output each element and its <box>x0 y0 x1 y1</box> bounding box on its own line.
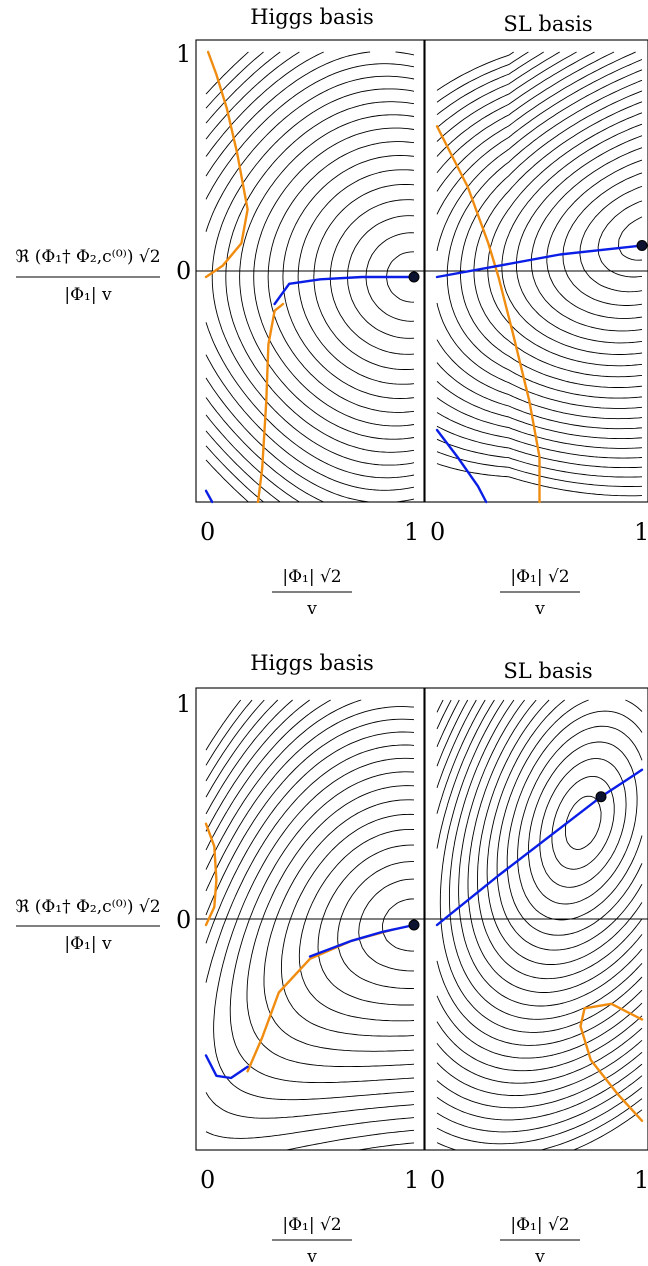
panel-title-higgs-bottom: Higgs basis <box>250 651 374 675</box>
blue-curve-0 <box>204 1054 249 1080</box>
contour-lines-sl-top <box>436 51 643 497</box>
x-axis-label-den-higgs-top: v <box>306 599 317 619</box>
x-tick-1-higgs-bottom: 1 <box>404 1166 419 1194</box>
contour-line <box>205 51 415 502</box>
x-tick-0-higgs-top: 0 <box>200 518 215 546</box>
contour-lines-higgs-top <box>205 51 415 502</box>
y-axis-label-top: ℜ (Φ₁† Φ₂,c⁽⁰⁾) √2 |Φ₁| v <box>15 247 160 305</box>
figure-bottom: Higgs basis SL basis 1 0 0 1 0 1 ℜ (Φ₁† … <box>15 651 648 1266</box>
curves-higgs-bottom <box>204 822 420 1080</box>
x-tick-1-sl-top: 1 <box>634 518 648 546</box>
curves-higgs-top <box>204 50 420 504</box>
minimum-point <box>408 271 420 283</box>
y-axis-label-num-top: ℜ (Φ₁† Φ₂,c⁽⁰⁾) √2 <box>15 247 160 267</box>
contour-line <box>436 699 643 1150</box>
curves-sl-bottom <box>435 768 644 1122</box>
x-tick-0-higgs-bottom: 0 <box>200 1166 215 1194</box>
x-axis-label-sl-bottom: |Φ₁| √2 v <box>500 1215 580 1266</box>
y-axis-label-den-bottom: |Φ₁| v <box>64 934 112 954</box>
x-axis-label-den-higgs-bottom: v <box>306 1247 317 1266</box>
orange-curve-0 <box>579 1002 644 1122</box>
blue-curve-1 <box>308 923 416 958</box>
x-axis-label-num-sl-top: |Φ₁| √2 <box>510 567 569 587</box>
contour-line <box>436 51 643 497</box>
y-tick-0-top: 0 <box>176 257 191 285</box>
x-axis-label-den-sl-top: v <box>534 599 545 619</box>
minimum-point <box>408 919 420 931</box>
figure-top: Higgs basis SL basis 1 0 0 1 0 1 ℜ (Φ₁† … <box>15 5 648 619</box>
panel-title-sl-top: SL basis <box>503 12 592 36</box>
x-tick-1-sl-bottom: 1 <box>634 1166 648 1194</box>
y-axis-label-num-bottom: ℜ (Φ₁† Φ₂,c⁽⁰⁾) √2 <box>15 897 160 917</box>
blue-curve-0 <box>435 244 644 279</box>
x-axis-label-num-higgs-bottom: |Φ₁| √2 <box>282 1215 341 1235</box>
minimum-point <box>595 791 607 803</box>
y-axis-label-bottom: ℜ (Φ₁† Φ₂,c⁽⁰⁾) √2 |Φ₁| v <box>15 897 160 954</box>
x-axis-label-higgs-top: |Φ₁| √2 v <box>272 567 352 619</box>
minimum-point <box>636 240 648 251</box>
contour-line <box>205 699 415 1150</box>
x-axis-label-sl-top: |Φ₁| √2 v <box>500 567 580 619</box>
panel-title-higgs-top: Higgs basis <box>250 5 374 29</box>
y-tick-1-bottom: 1 <box>176 690 191 718</box>
curves-sl-top <box>435 125 648 504</box>
x-axis-label-num-higgs-top: |Φ₁| √2 <box>282 567 341 587</box>
blue-curve-0 <box>273 275 416 306</box>
blue-curve-0 <box>435 768 644 927</box>
orange-curve-0 <box>204 50 249 279</box>
y-tick-1-top: 1 <box>176 40 191 68</box>
contour-lines-higgs-bottom <box>205 699 415 1150</box>
orange-curve-1 <box>256 302 285 504</box>
orange-curve-0 <box>204 822 218 927</box>
y-axis-label-den-top: |Φ₁| v <box>64 285 112 305</box>
panel-title-sl-bottom: SL basis <box>503 659 592 683</box>
x-tick-0-sl-bottom: 0 <box>430 1166 445 1194</box>
orange-curve-0 <box>435 125 541 504</box>
x-axis-label-num-sl-bottom: |Φ₁| √2 <box>510 1215 569 1235</box>
blue-curve-1 <box>204 489 214 504</box>
contour-lines-sl-bottom <box>436 699 643 1150</box>
x-axis-label-den-sl-bottom: v <box>534 1247 545 1266</box>
x-axis-label-higgs-bottom: |Φ₁| √2 v <box>272 1215 352 1266</box>
blue-curve-1 <box>435 428 488 504</box>
x-tick-1-higgs-top: 1 <box>404 518 419 546</box>
x-tick-0-sl-top: 0 <box>430 518 445 546</box>
y-tick-0-bottom: 0 <box>176 906 191 934</box>
